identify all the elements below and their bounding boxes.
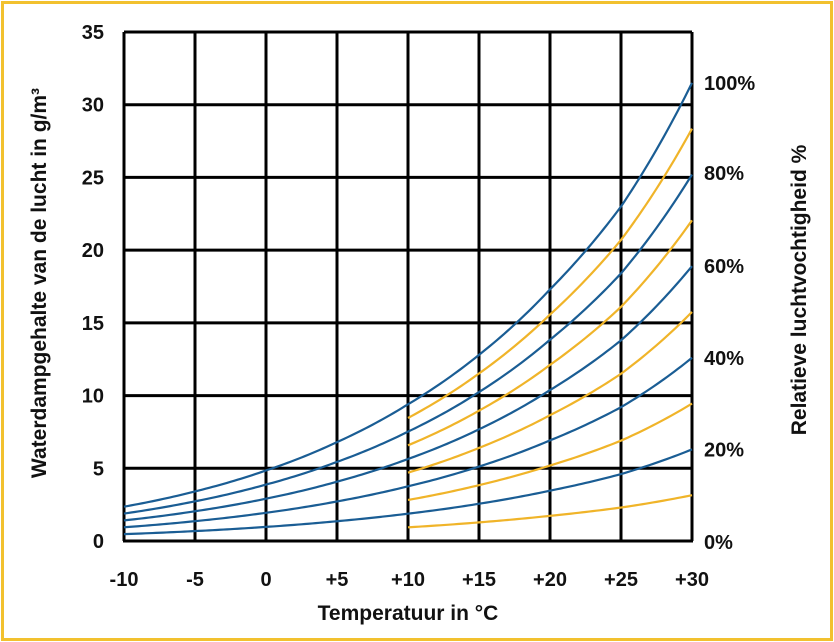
curve-rh-20 [123, 448, 693, 536]
curve-rh-50 [407, 311, 693, 474]
y-tick-label: 5 [93, 458, 104, 480]
curve-rh-30 [407, 402, 693, 502]
x-tick-label: +25 [604, 569, 638, 591]
y2-tick-label: 80% [704, 163, 744, 185]
y-tick-label: 35 [82, 22, 104, 44]
curve-rh-10 [407, 494, 693, 529]
x-tick-label: +20 [533, 569, 567, 591]
y2-tick-label: 20% [704, 439, 744, 461]
curve-rh-70 [407, 219, 693, 447]
x-axis-title: Temperatuur in °C [318, 602, 499, 625]
y2-axis-title: Relatieve luchtvochtigheid % [788, 144, 811, 435]
y2-tick-label: 100% [704, 73, 755, 95]
y-tick-label: 25 [82, 167, 104, 189]
x-tick-label: 0 [260, 569, 271, 591]
y-tick-labels: 0 5 10 15 20 25 30 35 [82, 22, 104, 553]
y2-tick-label: 40% [704, 348, 744, 370]
x-tick-labels: -10 -5 0 +5 +10 +15 +20 +25 +30 [110, 569, 709, 591]
y-tick-label: 10 [82, 386, 104, 408]
y2-tick-labels: 100% 80% 60% 40% 20% 0% [704, 73, 755, 554]
x-tick-label: -10 [110, 569, 139, 591]
y-tick-label: 20 [82, 240, 104, 262]
curve-rh-60 [123, 265, 693, 522]
y-axis-title: Waterdampgehalte van de lucht in g/m³ [28, 88, 51, 478]
x-tick-label: -5 [186, 569, 204, 591]
curve-rh-80 [123, 173, 693, 515]
x-tick-label: +15 [462, 569, 496, 591]
y2-tick-label: 0% [704, 532, 733, 554]
y-tick-label: 0 [93, 531, 104, 553]
x-tick-label: +30 [675, 569, 709, 591]
grid-layer [122, 30, 694, 543]
x-tick-label: +5 [326, 569, 349, 591]
curve-rh-90 [407, 128, 693, 419]
y2-tick-label: 60% [704, 256, 744, 278]
x-tick-label: +10 [391, 569, 425, 591]
curves-layer [123, 82, 693, 536]
y-tick-label: 15 [82, 313, 104, 335]
curve-rh-40 [123, 356, 693, 529]
y-tick-label: 30 [82, 95, 104, 117]
curve-rh-100 [123, 82, 693, 508]
